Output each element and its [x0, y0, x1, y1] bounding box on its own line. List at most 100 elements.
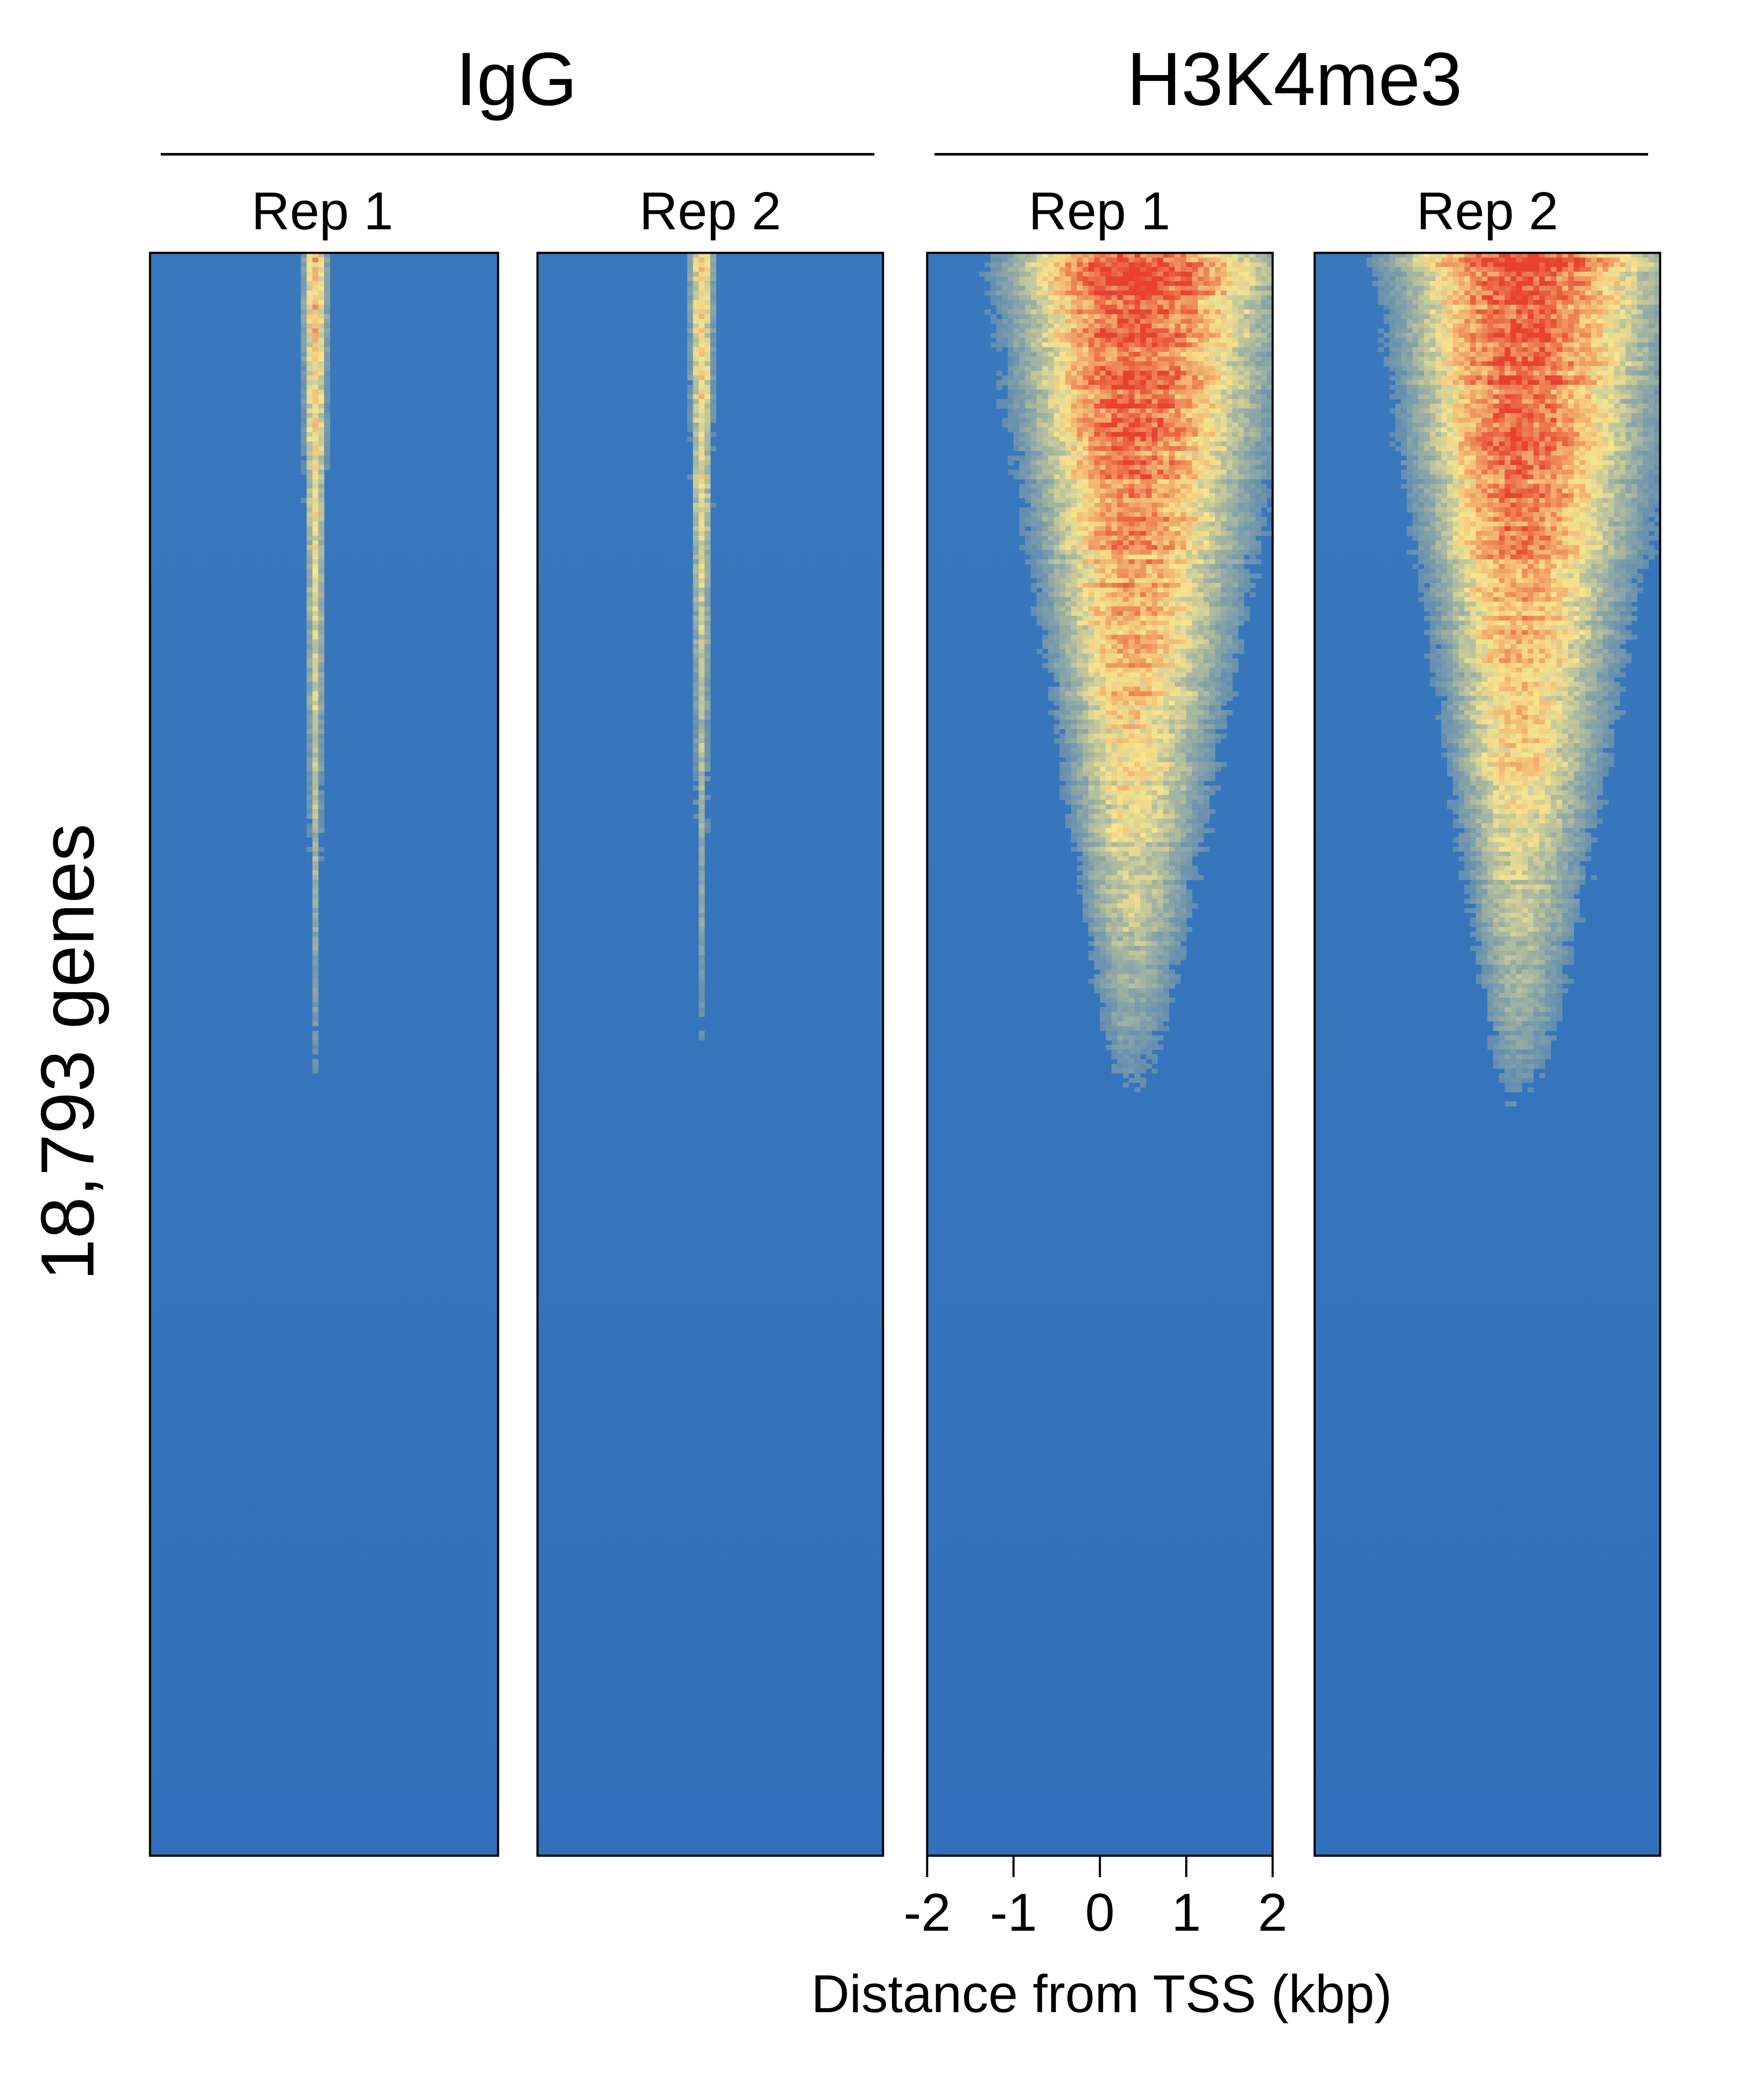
heatmap-cell [1186, 687, 1192, 692]
heatmap-cell [1054, 385, 1060, 390]
heatmap-cell [1105, 682, 1112, 687]
heatmap-cell [1232, 602, 1238, 607]
heatmap-cell [1071, 328, 1077, 333]
heatmap-cell [1169, 682, 1175, 687]
heatmap-cell [693, 498, 699, 503]
heatmap-cell [318, 738, 324, 744]
heatmap-cell [1146, 677, 1152, 682]
heatmap-cell [704, 357, 711, 362]
heatmap-cell [312, 276, 318, 282]
heatmap-cell [1186, 474, 1192, 480]
heatmap-cell [1169, 564, 1175, 569]
heatmap-cell [1060, 399, 1066, 404]
heatmap-cell [1203, 597, 1210, 602]
heatmap-cell [1221, 408, 1227, 414]
heatmap-cell [1008, 333, 1014, 338]
heatmap-cell [1163, 691, 1169, 696]
heatmap-cell [1140, 611, 1146, 616]
heatmap-cell [1008, 295, 1014, 300]
heatmap-cell [1215, 672, 1221, 678]
heatmap-cell [1060, 639, 1066, 645]
heatmap-cell [1036, 262, 1043, 267]
heatmap-cell [1226, 385, 1233, 390]
heatmap-cell [1226, 437, 1233, 442]
heatmap-cell [1169, 394, 1175, 399]
heatmap-cell [1221, 493, 1227, 498]
heatmap-cell [1048, 347, 1054, 352]
heatmap-cell [1105, 319, 1112, 324]
heatmap-cell [306, 305, 313, 310]
heatmap-cell [1203, 291, 1210, 296]
heatmap-cell [1060, 540, 1066, 546]
heatmap-cell [1129, 338, 1135, 343]
heatmap-cell [1151, 526, 1158, 531]
heatmap-cell [1243, 333, 1250, 338]
heatmap-cell [1238, 522, 1244, 527]
heatmap-cell [1157, 470, 1164, 475]
heatmap-cell [985, 276, 991, 282]
heatmap-cell [1198, 522, 1204, 527]
heatmap-cell [687, 474, 694, 480]
heatmap-cell [1157, 611, 1164, 616]
heatmap-cell [312, 526, 318, 531]
heatmap-cell [1198, 583, 1204, 588]
heatmap-cell [1030, 267, 1037, 272]
heatmap-cell [1060, 338, 1066, 343]
heatmap-cell [1100, 423, 1106, 428]
heatmap-cell [312, 842, 318, 847]
heatmap-cell [1134, 578, 1141, 583]
heatmap-cell [990, 253, 997, 258]
heatmap-cell [312, 592, 318, 597]
heatmap-cell [1169, 668, 1175, 673]
heatmap-cell [312, 804, 318, 810]
heatmap-cell [1221, 668, 1227, 673]
heatmap-cell [1243, 385, 1250, 390]
heatmap-cell [1238, 526, 1244, 531]
heatmap-cell [324, 361, 330, 366]
heatmap-cell [1117, 272, 1123, 277]
heatmap-cell [1094, 423, 1100, 428]
heatmap-cell [1060, 531, 1066, 536]
heatmap-cell [1226, 625, 1233, 630]
heatmap-cell [1060, 573, 1066, 579]
heatmap-cell [1060, 687, 1066, 692]
heatmap-cell [1123, 559, 1129, 564]
heatmap-cell [1088, 385, 1095, 390]
heatmap-cell [1117, 526, 1123, 531]
heatmap-cell [1261, 432, 1267, 437]
heatmap-cell [1036, 394, 1043, 399]
heatmap-cell [312, 408, 318, 414]
heatmap-cell [1065, 498, 1072, 503]
heatmap-cell [318, 324, 324, 329]
heatmap-cell [1013, 390, 1020, 395]
heatmap-cell [699, 380, 705, 385]
heatmap-cell [1267, 300, 1273, 305]
heatmap-cell [318, 437, 324, 442]
heatmap-cell [1238, 583, 1244, 588]
heatmap-cell [1025, 493, 1031, 498]
heatmap-cell [1134, 295, 1141, 300]
heatmap-cell [1226, 267, 1233, 272]
heatmap-cell [699, 734, 705, 739]
heatmap-cell [1065, 258, 1072, 263]
heatmap-cell [1048, 503, 1054, 508]
heatmap-cell [1267, 441, 1273, 447]
heatmap-cell [1036, 465, 1043, 470]
heatmap-cell [704, 390, 711, 395]
heatmap-cell [1151, 371, 1158, 376]
heatmap-cell [1163, 451, 1169, 456]
heatmap-cell [1048, 427, 1054, 432]
heatmap-cell [1221, 276, 1227, 282]
heatmap-cell [1186, 291, 1192, 296]
heatmap-cell [1180, 272, 1187, 277]
heatmap-cell [1174, 682, 1181, 687]
heatmap-cell [1071, 526, 1077, 531]
heatmap-cell [704, 649, 711, 654]
heatmap-cell [1192, 555, 1198, 560]
heatmap-cell [1157, 404, 1164, 409]
heatmap-cell [1146, 484, 1152, 489]
heatmap-cell [312, 446, 318, 451]
heatmap-cell [1255, 253, 1261, 258]
heatmap-cell [1117, 357, 1123, 362]
heatmap-cell [1192, 394, 1198, 399]
